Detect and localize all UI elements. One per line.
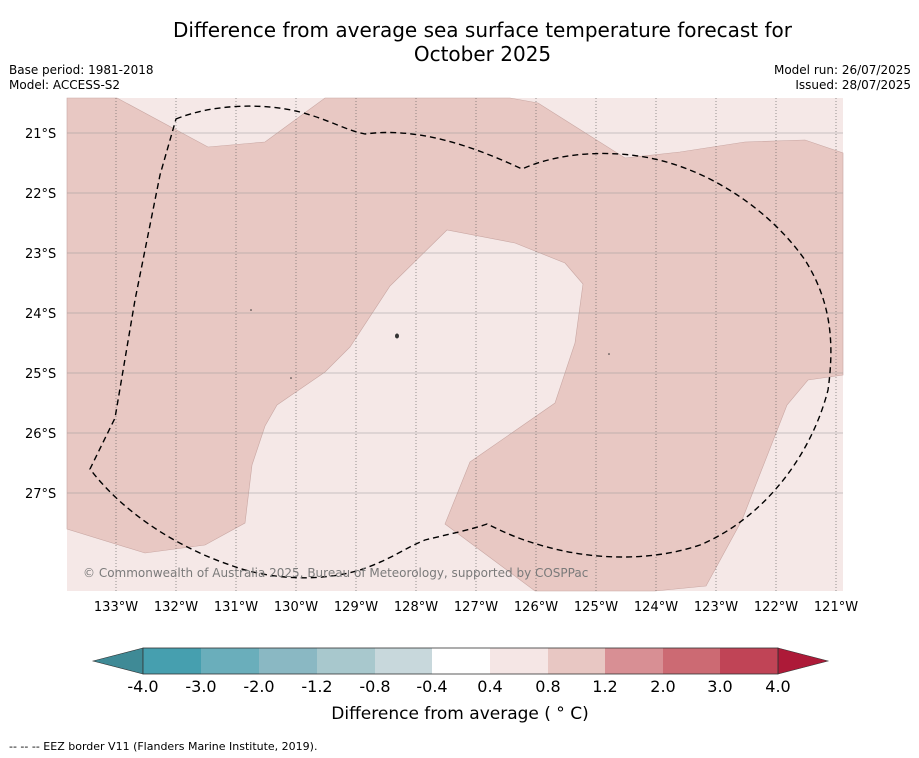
lat-label: 25°S xyxy=(25,367,56,382)
lon-label: 128°W xyxy=(394,600,438,615)
warm-anomaly-region xyxy=(66,97,844,592)
lon-label: 130°W xyxy=(274,600,318,615)
colorbar-swatch xyxy=(605,648,663,674)
colorbar-tick: -1.2 xyxy=(301,677,332,696)
model-run: Model run: 26/07/2025 xyxy=(773,63,911,77)
issued-date: Issued: 28/07/2025 xyxy=(795,78,911,92)
lon-label: 125°W xyxy=(574,600,618,615)
lat-label: 21°S xyxy=(25,127,56,142)
island xyxy=(290,377,292,379)
lon-label: 122°W xyxy=(754,600,798,615)
lon-label: 132°W xyxy=(154,600,198,615)
latitude-gridlines xyxy=(67,132,843,494)
longitude-labels: 133°W 132°W 131°W 130°W 129°W 128°W 127°… xyxy=(94,600,858,615)
lat-label: 26°S xyxy=(25,427,56,442)
lon-label: 127°W xyxy=(454,600,498,615)
longitude-gridlines xyxy=(115,98,837,591)
colorbar-low-extend xyxy=(91,647,144,675)
colorbar-tick: 3.0 xyxy=(707,677,732,696)
map-title: Difference from average sea surface temp… xyxy=(120,18,845,66)
colorbar-swatch xyxy=(317,648,375,674)
anomaly-map: © Commonwealth of Australia 2025, Bureau… xyxy=(25,97,858,696)
lat-label: 23°S xyxy=(25,247,56,262)
colorbar-swatch xyxy=(375,648,432,674)
meta-left: Base period: 1981-2018 Model: ACCESS-S2 xyxy=(9,63,154,93)
base-period: Base period: 1981-2018 xyxy=(9,63,154,77)
lat-label: 24°S xyxy=(25,307,56,322)
island xyxy=(608,353,610,355)
colorbar-tick-labels: -4.0 -3.0 -2.0 -1.2 -0.8 -0.4 0.4 0.8 1.… xyxy=(127,677,790,696)
copyright-text: © Commonwealth of Australia 2025, Bureau… xyxy=(83,566,588,580)
lon-label: 133°W xyxy=(94,600,138,615)
title-line-1: Difference from average sea surface temp… xyxy=(172,18,792,42)
island xyxy=(395,333,399,339)
colorbar-tick: 0.4 xyxy=(477,677,502,696)
colorbar-tick: 2.0 xyxy=(650,677,675,696)
lon-label: 131°W xyxy=(214,600,258,615)
colorbar-tick: 4.0 xyxy=(765,677,790,696)
lon-label: 121°W xyxy=(814,600,858,615)
eez-border xyxy=(89,105,832,579)
colorbar-swatch xyxy=(201,648,259,674)
colorbar-swatch xyxy=(720,648,778,674)
colorbar-swatch xyxy=(548,648,605,674)
colorbar-swatch xyxy=(143,648,201,674)
colorbar-tick: -2.0 xyxy=(243,677,274,696)
colorbar-high-extend xyxy=(777,647,830,675)
colorbar-swatch xyxy=(490,648,548,674)
island xyxy=(250,309,252,311)
colorbar-tick: -3.0 xyxy=(185,677,216,696)
colorbar-swatch xyxy=(259,648,317,674)
colorbar-tick: -0.4 xyxy=(416,677,447,696)
meta-right: Model run: 26/07/2025 Issued: 28/07/2025 xyxy=(774,63,911,93)
colorbar-tick: 1.2 xyxy=(592,677,617,696)
lon-label: 123°W xyxy=(694,600,738,615)
colorbar-label: Difference from average ( ° C) xyxy=(331,704,589,724)
lat-label: 22°S xyxy=(25,187,56,202)
lon-label: 129°W xyxy=(334,600,378,615)
latitude-labels: 21°S 22°S 23°S 24°S 25°S 26°S 27°S xyxy=(25,127,56,502)
lat-label: 27°S xyxy=(25,487,56,502)
lon-label: 126°W xyxy=(514,600,558,615)
eez-footer-note: -- -- -- EEZ border V11 (Flanders Marine… xyxy=(9,740,318,753)
colorbar: -4.0 -3.0 -2.0 -1.2 -0.8 -0.4 0.4 0.8 1.… xyxy=(91,647,830,696)
colorbar-swatch xyxy=(432,648,490,674)
title-line-2: October 2025 xyxy=(413,42,552,66)
colorbar-tick: 0.8 xyxy=(535,677,560,696)
colorbar-swatch xyxy=(663,648,720,674)
model-name: Model: ACCESS-S2 xyxy=(9,78,121,92)
colorbar-tick: -0.8 xyxy=(359,677,390,696)
colorbar-outline xyxy=(142,647,779,675)
lon-label: 124°W xyxy=(634,600,678,615)
colorbar-tick: -4.0 xyxy=(127,677,158,696)
